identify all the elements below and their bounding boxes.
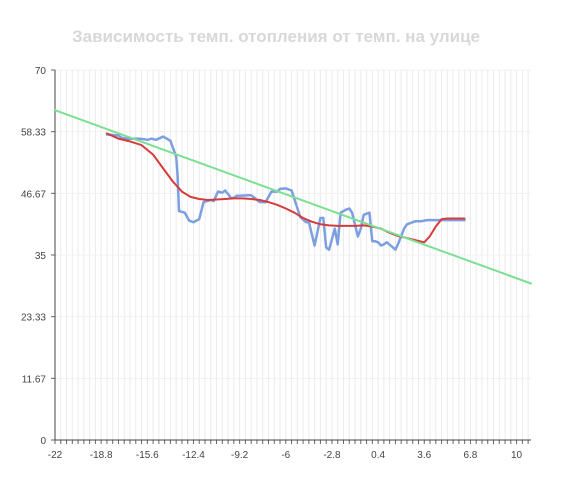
x-tick-label: -9.2 (231, 450, 249, 461)
tick-labels: -22 -18.8 -15.6 -12.4 -9.2 -6 -2.8 0.4 3.6 6.8 10 0… (21, 66, 523, 461)
y-tick-label: 23.33 (21, 313, 46, 324)
series-line-3 (54, 109, 532, 285)
x-tick-label: 10 (511, 450, 523, 461)
chart-title: Зависимость темп. отопления от темп. на … (71, 27, 481, 46)
series-line-1 (105, 133, 466, 251)
x-tick-label: -18.8 (90, 450, 113, 461)
y-tick-label: 46.67 (21, 189, 46, 200)
x-tick-label: -15.6 (136, 450, 159, 461)
x-tick-label: -22 (48, 450, 63, 461)
y-tick-label: 70 (35, 66, 47, 77)
grid-lines (54, 69, 531, 441)
x-tick-label: -12.4 (182, 450, 205, 461)
x-tick-label: 6.8 (463, 450, 477, 461)
x-tick-label: 3.6 (417, 450, 431, 461)
y-tick-label: 0 (40, 436, 46, 447)
y-tick-label: 35 (35, 251, 47, 262)
series-line-2 (105, 132, 466, 244)
y-tick-label: 58.33 (21, 128, 46, 139)
y-tick-label: 11.67 (22, 374, 47, 385)
x-tick-label: -6 (281, 450, 290, 461)
axes (51, 69, 531, 444)
x-tick-label: -2.8 (323, 450, 341, 461)
series-lines (54, 109, 532, 285)
x-tick-label: 0.4 (371, 450, 385, 461)
